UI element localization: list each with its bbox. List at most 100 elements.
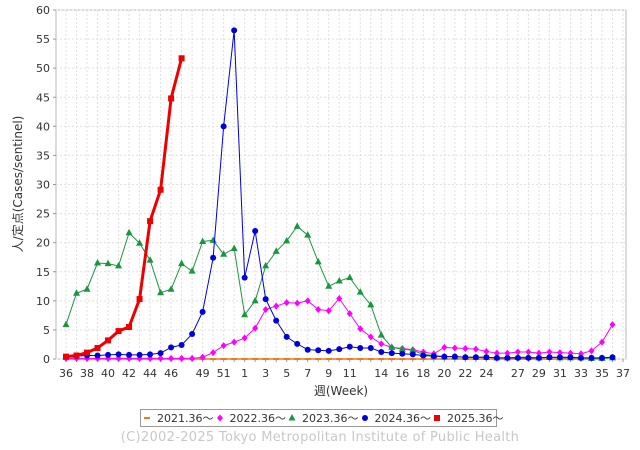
data-point bbox=[483, 347, 490, 355]
y-tick-label: 25 bbox=[36, 208, 50, 221]
data-point bbox=[493, 354, 500, 361]
data-point bbox=[567, 354, 574, 361]
data-point bbox=[314, 257, 322, 265]
x-tick-label: 9 bbox=[325, 367, 332, 380]
x-tick-label: 35 bbox=[595, 367, 609, 380]
data-point bbox=[252, 324, 259, 332]
data-point bbox=[178, 342, 185, 349]
x-tick-label: 40 bbox=[101, 367, 115, 380]
data-point bbox=[189, 330, 196, 337]
data-point bbox=[577, 354, 584, 361]
x-tick-label: 11 bbox=[343, 367, 357, 380]
data-point bbox=[178, 259, 186, 267]
data-point bbox=[168, 344, 175, 351]
data-point bbox=[220, 250, 228, 257]
legend-item: 2021.36〜 bbox=[141, 410, 214, 426]
data-point bbox=[126, 351, 133, 358]
y-tick-label: 5 bbox=[43, 324, 50, 337]
data-point bbox=[73, 352, 80, 359]
data-point bbox=[357, 358, 364, 360]
data-point bbox=[357, 344, 364, 351]
data-point bbox=[283, 236, 291, 244]
data-point bbox=[262, 296, 269, 303]
x-tick-label: 37 bbox=[616, 367, 630, 380]
data-point bbox=[346, 343, 353, 350]
x-tick-label: 7 bbox=[304, 367, 311, 380]
data-point bbox=[504, 349, 511, 357]
data-point bbox=[252, 358, 259, 360]
legend-swatch bbox=[216, 414, 223, 422]
data-point bbox=[346, 310, 353, 318]
data-point bbox=[168, 95, 175, 102]
data-point bbox=[147, 351, 154, 358]
data-point bbox=[136, 296, 143, 303]
legend-item: 2025.36〜 bbox=[431, 410, 504, 426]
x-tick-label: 1 bbox=[241, 367, 248, 380]
x-tick-label: 24 bbox=[479, 367, 493, 380]
legend-label: 2021.36〜 bbox=[157, 412, 214, 425]
data-point bbox=[420, 352, 427, 359]
copyright-text: (C)2002-2025 Tokyo Metropolitan Institut… bbox=[120, 430, 520, 445]
data-point bbox=[546, 348, 553, 356]
data-point bbox=[241, 334, 248, 342]
data-point bbox=[367, 300, 375, 308]
data-point bbox=[441, 343, 448, 351]
y-tick-label: 40 bbox=[36, 120, 50, 133]
data-point bbox=[273, 317, 280, 324]
y-tick-label: 60 bbox=[36, 4, 50, 17]
data-point bbox=[262, 358, 269, 360]
data-point bbox=[157, 354, 164, 362]
x-axis: 36 38 40 42 44 46 49 51 1 3 5 7 9 11 14 16 18 20 22 24 27 29 3… bbox=[59, 359, 630, 380]
legend: 2021.36〜 2022.36〜 2023.36〜 2024.36〜 2025.36〜 bbox=[140, 409, 504, 427]
x-tick-label: 14 bbox=[374, 367, 388, 380]
data-point bbox=[230, 244, 238, 251]
data-point bbox=[84, 349, 91, 356]
data-point bbox=[126, 324, 133, 331]
data-point bbox=[210, 358, 217, 360]
data-point bbox=[462, 354, 469, 361]
y-tick-label: 0 bbox=[43, 353, 50, 366]
data-point bbox=[125, 228, 133, 236]
data-point bbox=[556, 354, 563, 361]
x-tick-label: 42 bbox=[122, 367, 136, 380]
y-tick-label: 50 bbox=[36, 62, 50, 75]
x-tick-label: 29 bbox=[532, 367, 546, 380]
data-point bbox=[63, 353, 69, 360]
data-point bbox=[178, 55, 185, 62]
x-tick-label: 46 bbox=[164, 367, 178, 380]
data-point bbox=[188, 267, 196, 274]
data-point bbox=[283, 358, 290, 360]
x-tick-label: 18 bbox=[416, 367, 430, 380]
data-point bbox=[609, 354, 616, 361]
x-tick-label: 22 bbox=[458, 367, 472, 380]
data-point bbox=[199, 353, 206, 361]
data-point bbox=[210, 349, 217, 357]
series-4 bbox=[63, 55, 185, 360]
data-point bbox=[262, 261, 270, 269]
data-point bbox=[252, 228, 259, 235]
data-point bbox=[144, 417, 150, 419]
data-point bbox=[525, 354, 532, 361]
y-axis: 0 5 10 15 20 25 30 35 40 45 50 55 60 bbox=[36, 4, 56, 366]
data-point bbox=[157, 350, 164, 357]
data-point bbox=[94, 352, 101, 359]
data-point bbox=[231, 358, 238, 360]
data-point bbox=[609, 321, 616, 329]
legend-swatch bbox=[434, 415, 440, 421]
data-point bbox=[441, 353, 448, 360]
data-point bbox=[399, 350, 406, 357]
data-point bbox=[409, 346, 417, 353]
data-point bbox=[283, 299, 290, 307]
data-point bbox=[388, 350, 395, 357]
data-point bbox=[472, 354, 479, 361]
data-point bbox=[231, 338, 238, 346]
data-point bbox=[104, 259, 112, 267]
legend-label: 2022.36〜 bbox=[229, 412, 287, 425]
data-point bbox=[251, 296, 259, 304]
data-point bbox=[434, 415, 440, 421]
data-point bbox=[535, 349, 542, 357]
data-point bbox=[105, 337, 112, 344]
data-point bbox=[325, 307, 332, 315]
data-point bbox=[336, 295, 343, 303]
